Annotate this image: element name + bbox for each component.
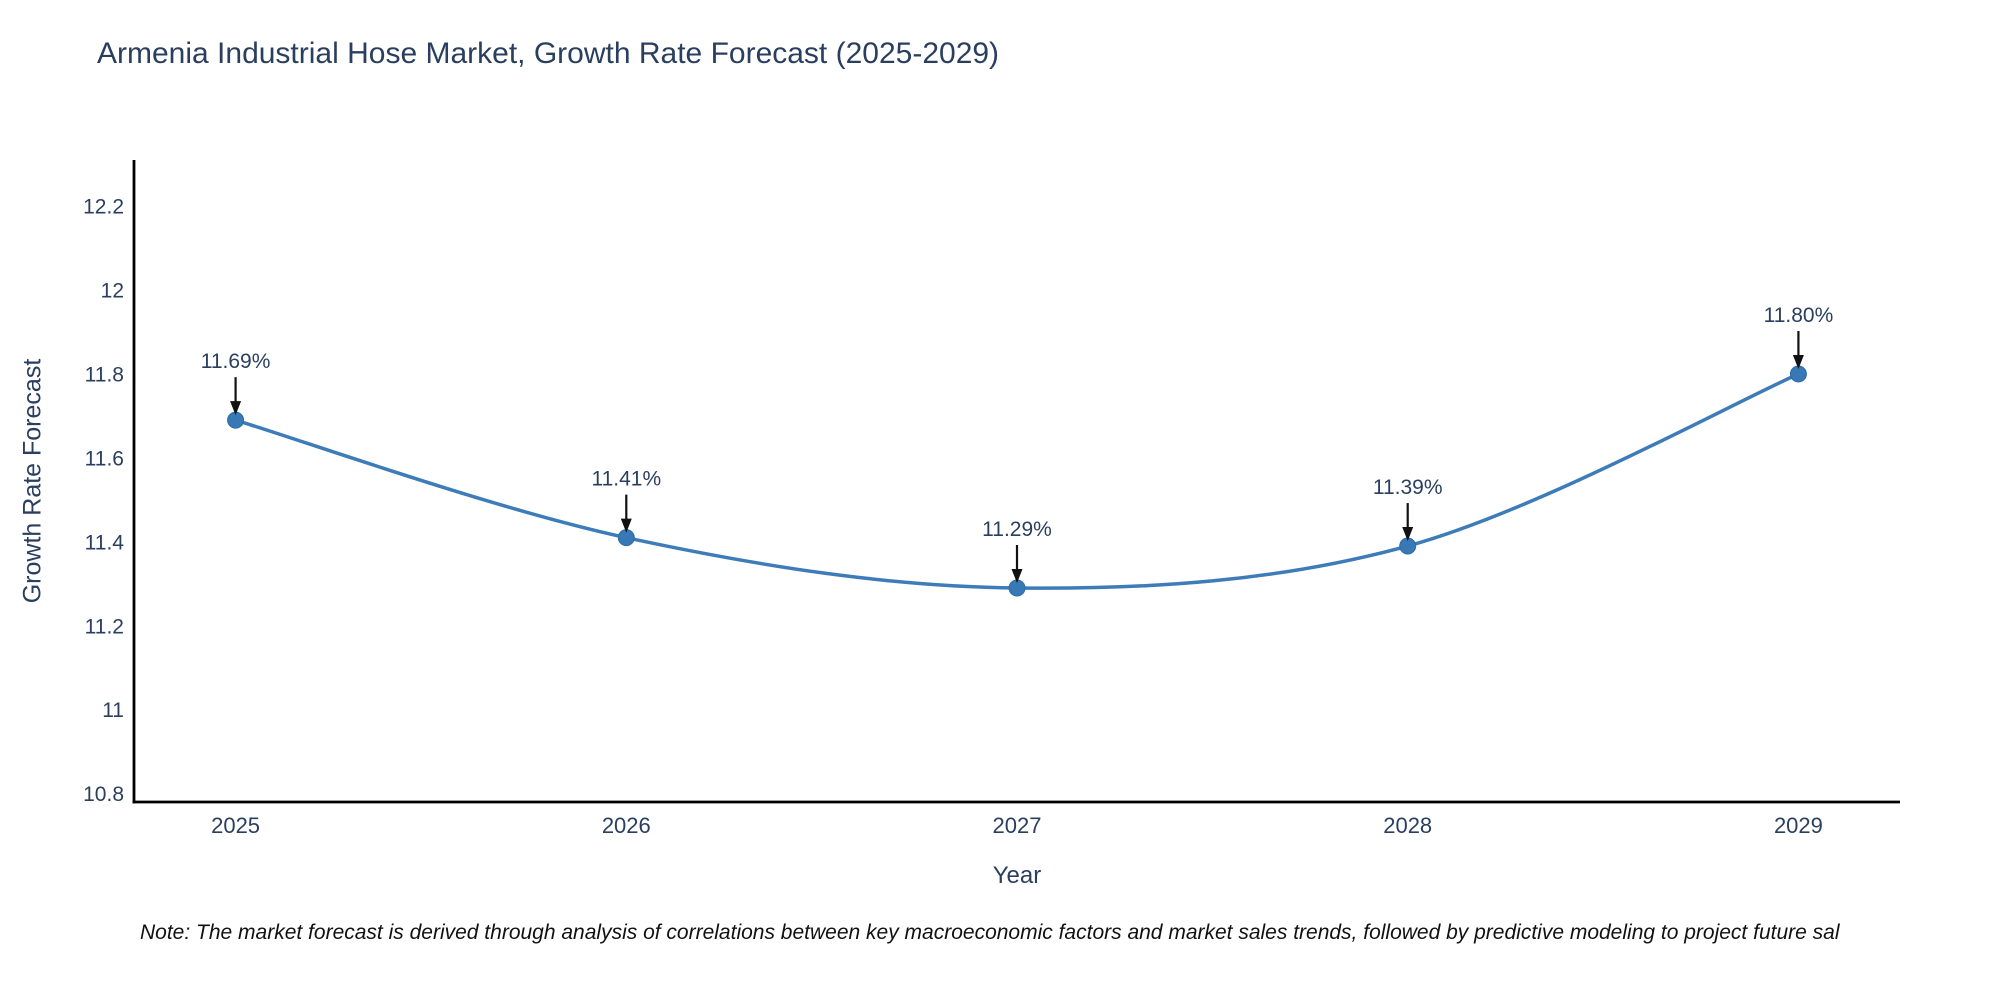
x-tick-label: 2027 [993, 813, 1042, 838]
x-tick-label: 2025 [211, 813, 260, 838]
annotation-arrowhead [1792, 355, 1804, 369]
x-axis-title: Year [992, 862, 1042, 889]
y-tick-label: 12 [101, 280, 124, 303]
annotation-label: 11.39% [1373, 476, 1443, 499]
y-tick-label: 12.2 [83, 196, 124, 219]
y-tick-label: 10.8 [83, 783, 124, 806]
y-tick-label: 11.2 [85, 615, 124, 638]
y-tick-label: 11.6 [85, 447, 124, 470]
annotation-arrowhead [620, 518, 632, 533]
x-tick-label: 2028 [1383, 813, 1432, 838]
annotation-label: 11.41% [591, 468, 661, 491]
annotation-arrowhead [1402, 527, 1414, 542]
footnote: Note: The market forecast is derived thr… [140, 921, 1840, 944]
x-tick-label: 2029 [1774, 813, 1823, 838]
annotation-arrowhead [230, 401, 242, 416]
y-tick-label: 11 [102, 699, 124, 722]
annotation-label: 11.69% [201, 350, 271, 373]
y-tick-label: 11.8 [85, 364, 124, 387]
annotation-label: 11.80% [1764, 304, 1834, 327]
chart-title: Armenia Industrial Hose Market, Growth R… [97, 37, 1000, 70]
y-tick-label: 11.4 [85, 531, 125, 554]
annotation-label: 11.29% [982, 518, 1052, 541]
x-tick-label: 2026 [602, 813, 651, 838]
annotation-arrowhead [1011, 569, 1023, 583]
